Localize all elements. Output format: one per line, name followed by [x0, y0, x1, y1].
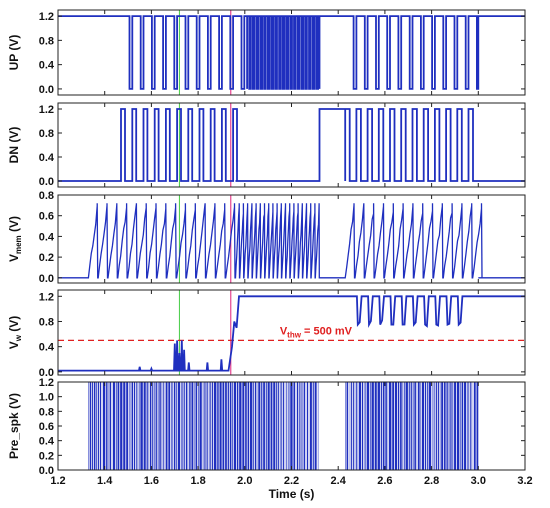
y-tick-label: 0.8	[39, 35, 54, 47]
y-axis-ticks: 0.0 0.4 0.8 1.2	[39, 104, 525, 188]
y-axis-ticks: 0.0 0.4 0.8 1.2	[39, 291, 525, 379]
y-tick-label: 0.4	[39, 60, 55, 72]
threshold-annotation-subscript: thw	[287, 330, 302, 339]
y-axis-label: DN (V)	[7, 127, 21, 164]
panel-plot-area	[58, 290, 525, 375]
y-axis-ticks: 0.0 0.2 0.4 0.6 0.8 1.0 1.2	[39, 377, 525, 477]
y-axis-label-text: DN (V)	[7, 127, 21, 164]
y-tick-label: 1.2	[39, 377, 54, 389]
y-tick-label: 0.8	[39, 128, 54, 140]
panel-plot-area	[58, 10, 525, 95]
y-tick-label: 1.0	[39, 392, 54, 404]
y-tick-label: 0.2	[39, 252, 54, 264]
x-tick-label: 2.2	[284, 475, 299, 487]
panel-frame	[57, 102, 526, 188]
x-tick-label: 1.6	[144, 475, 159, 487]
series-line	[58, 15, 525, 90]
y-tick-label: 1.2	[39, 291, 54, 303]
panel-vmem: 0.0 0.2 0.4 0.6 0.8 Vmem (V)	[7, 190, 526, 285]
y-axis-label-text: Pre_spk (V)	[7, 393, 21, 459]
y-tick-label: 1.2	[39, 11, 54, 23]
series-line	[58, 295, 525, 372]
x-tick-label: 1.8	[190, 475, 205, 487]
y-tick-label: 0.4	[39, 152, 55, 164]
panel-vw: 0.00.40.81.2Vw (V) Vthw = 500 mV	[7, 289, 526, 379]
y-tick-label: 0.0	[39, 367, 54, 379]
series-line	[58, 108, 525, 182]
series-line	[58, 203, 525, 279]
y-tick-label: 0.8	[39, 406, 54, 418]
y-axis-label-text: UP (V)	[7, 35, 21, 71]
panels-layer: 0.00.40.81.2UP (V)0.00.40.81.2DN (V)0.00…	[7, 9, 526, 477]
y-tick-label: 1.2	[39, 104, 54, 116]
y-axis-label-unit: (V)	[7, 216, 21, 235]
y-axis-label-unit: (V)	[7, 316, 21, 335]
y-tick-label: 0.6	[39, 211, 54, 223]
x-axis-label: Time (s)	[269, 487, 315, 501]
x-tick-label: 2.6	[377, 475, 392, 487]
x-tick-label: 2.4	[331, 475, 347, 487]
threshold-annotation: Vthw = 500 mV	[280, 325, 353, 339]
y-tick-label: 0.4	[39, 231, 55, 243]
panel-prespk: 0.0 0.2 0.4 0.6 0.8 1.0 1.2 Pre_spk (V)	[7, 377, 526, 477]
y-axis-ticks: 0.0 0.2 0.4 0.6 0.8	[39, 190, 525, 285]
y-tick-label: 0.0	[39, 176, 54, 188]
panel-dn: 0.0 0.4 0.8 1.2 DN (V)	[7, 102, 526, 188]
y-axis-label-text: V	[7, 254, 21, 262]
y-tick-label: 0.0	[39, 465, 54, 477]
x-axis-tick-labels: 1.2 1.4 1.6 1.8 2.0 2.2 2.4 2.6 2.8 3.0 3.2	[50, 475, 532, 487]
x-tick-label: 2.8	[424, 475, 439, 487]
y-tick-label: 0.2	[39, 450, 54, 462]
x-tick-label: 2.0	[237, 475, 252, 487]
y-axis-label: Pre_spk (V)	[7, 393, 21, 459]
panel-up: 0.0 0.4 0.8 1.2 UP (V)	[7, 9, 526, 96]
y-tick-label: 0.0	[39, 273, 54, 285]
x-tick-label: 3.0	[471, 475, 486, 487]
spike-train-block	[345, 382, 479, 470]
y-axis-label-subscript: w	[14, 334, 23, 342]
x-tick-label: 1.4	[97, 475, 113, 487]
x-tick-label: 3.2	[517, 475, 532, 487]
y-axis-label: Vmem (V)	[7, 216, 23, 262]
panel-plot-area	[58, 103, 525, 187]
y-axis-label-text: V	[7, 341, 21, 349]
y-tick-label: 0.0	[39, 84, 54, 96]
threshold-annotation-text: V	[280, 325, 288, 337]
y-axis-label: Vw (V)	[7, 316, 23, 350]
threshold-annotation-value: = 500 mV	[301, 325, 353, 337]
y-tick-label: 0.8	[39, 316, 54, 328]
y-tick-label: 0.4	[39, 436, 55, 448]
y-axis-ticks: 0.0 0.4 0.8 1.2	[39, 11, 525, 96]
y-axis-label: UP (V)	[7, 35, 21, 71]
y-axis-label-subscript: mem	[14, 235, 23, 254]
panel-plot-area	[88, 382, 479, 470]
y-tick-label: 0.6	[39, 421, 54, 433]
panel-plot-area	[58, 195, 525, 283]
y-tick-label: 0.4	[39, 342, 55, 354]
y-tick-label: 0.8	[39, 190, 54, 202]
x-tick-label: 1.2	[50, 475, 65, 487]
